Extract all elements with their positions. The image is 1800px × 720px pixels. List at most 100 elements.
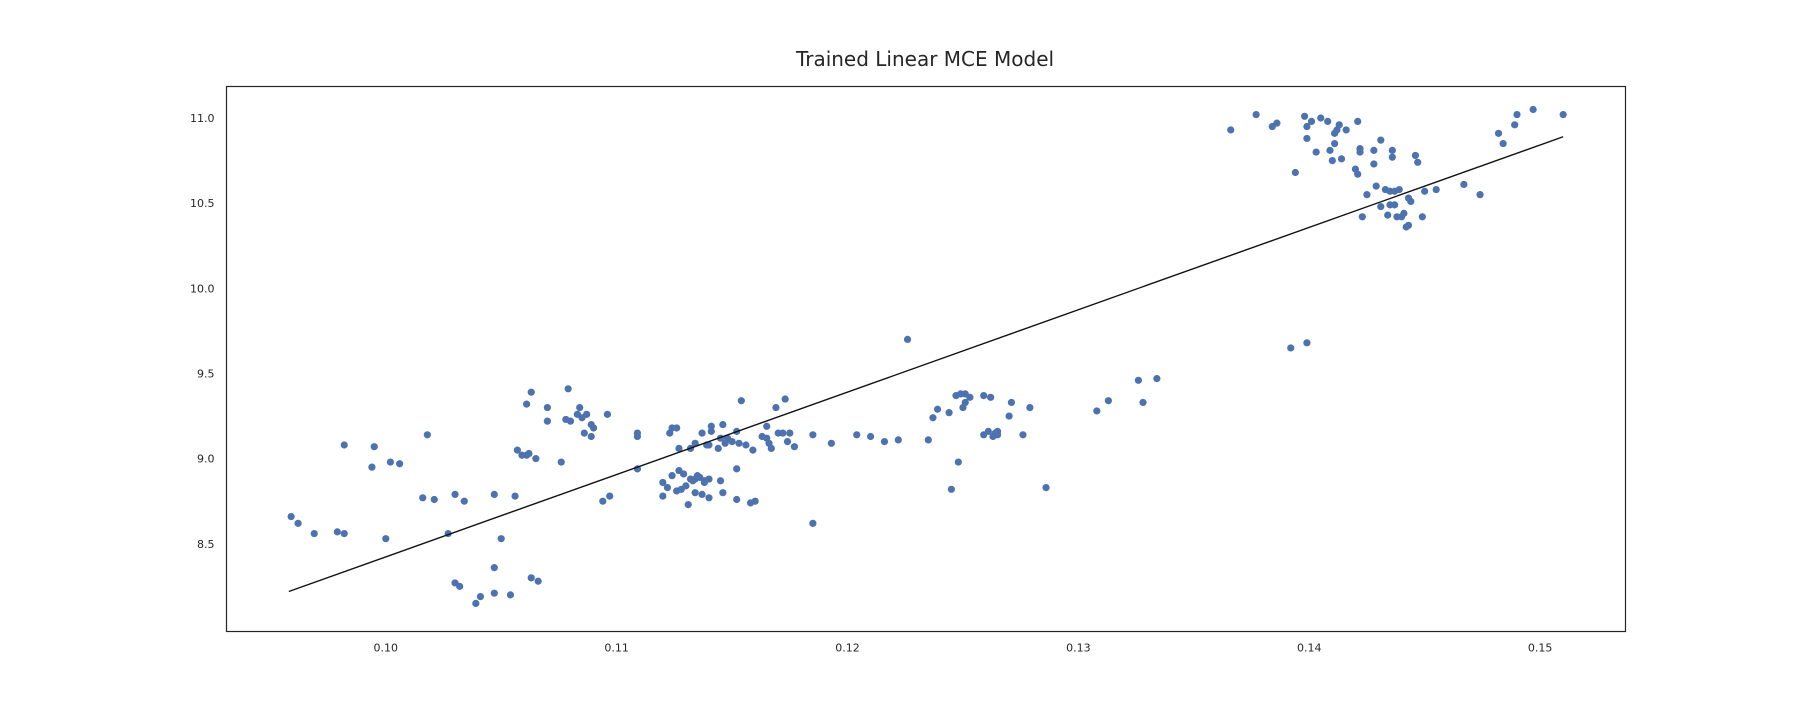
data-point [1093,407,1101,415]
data-point [1460,180,1468,189]
data-point [751,497,759,505]
x-tick-label: 0.12 [835,642,860,655]
data-point [490,490,498,498]
data-point [566,417,575,425]
data-point [827,439,835,447]
y-axis-tick-labels: 8.5 9.0 9.5 10.0 10.5 11.0 [190,112,215,551]
data-point [1370,146,1378,154]
data-point [606,492,614,500]
data-point [633,432,642,441]
data-point [673,424,681,432]
data-point [714,444,722,453]
data-point [490,589,498,597]
data-point [564,385,572,393]
data-point [1303,134,1311,143]
data-point [790,443,799,451]
data-point [543,417,551,425]
data-point [961,398,969,407]
data-point [370,443,378,451]
data-point [1432,185,1440,194]
data-point [1384,211,1392,219]
data-point [707,427,715,435]
data-point [663,483,672,492]
x-tick-label: 0.13 [1066,642,1091,655]
data-point [763,422,771,430]
data-point [490,564,498,572]
data-point [1354,117,1362,126]
data-point [287,512,295,521]
data-point [580,429,588,437]
data-point [781,395,789,403]
x-tick-label: 0.11 [604,642,629,655]
data-point [929,414,937,422]
data-point [1042,483,1050,492]
data-point [719,420,727,429]
data-point [589,424,598,432]
data-point [534,577,542,585]
data-point [1372,182,1380,190]
data-point [1252,111,1260,119]
data-point [1139,398,1147,407]
data-point [779,429,787,437]
data-point [599,497,607,505]
data-point [659,492,667,500]
data-point [1303,122,1311,131]
data-point [1342,126,1350,134]
data-point [1005,412,1013,420]
data-point [737,397,745,405]
data-point [680,470,688,478]
fit-line [288,136,1564,593]
data-point [294,519,302,527]
data-point [682,482,690,490]
data-point [1134,376,1142,384]
data-point [1377,202,1385,211]
data-point [716,477,725,485]
data-point [506,591,515,599]
data-point [1377,136,1385,144]
data-point [1391,201,1399,209]
data-point [1301,112,1309,120]
data-point [698,429,706,437]
x-tick-label: 0.15 [1528,642,1553,655]
data-point [1026,403,1034,412]
data-point [984,427,992,435]
y-tick-label: 8.5 [197,538,215,551]
data-point [1312,148,1320,156]
data-point [772,403,780,412]
data-point [1414,158,1422,166]
data-point [866,432,875,441]
data-point [980,392,988,400]
data-point [1307,117,1316,126]
data-point [733,465,741,473]
data-point [1291,168,1299,177]
data-point [1328,156,1336,165]
chart-title: Trained Linear MCE Model [795,47,1054,71]
data-point [1019,431,1027,439]
data-point [691,489,699,497]
data-point [532,455,540,463]
data-point [809,431,817,439]
data-point [333,528,341,536]
data-point [511,492,519,500]
data-point [786,429,794,437]
data-point [419,494,427,502]
data-point [659,478,667,487]
y-tick-label: 11.0 [190,112,215,125]
data-point [1337,155,1346,163]
data-point [423,431,431,439]
data-point [1354,170,1362,178]
data-point [954,458,962,466]
data-point [735,439,743,447]
data-point [1287,344,1295,352]
data-point [1411,151,1420,160]
data-point [603,410,612,418]
data-point [987,393,995,401]
data-point [1356,148,1364,156]
x-tick-label: 0.14 [1297,642,1322,655]
y-tick-label: 10.0 [190,282,215,295]
data-point [340,529,348,538]
data-point [386,458,395,466]
data-point [668,472,676,480]
data-point [1559,111,1567,119]
